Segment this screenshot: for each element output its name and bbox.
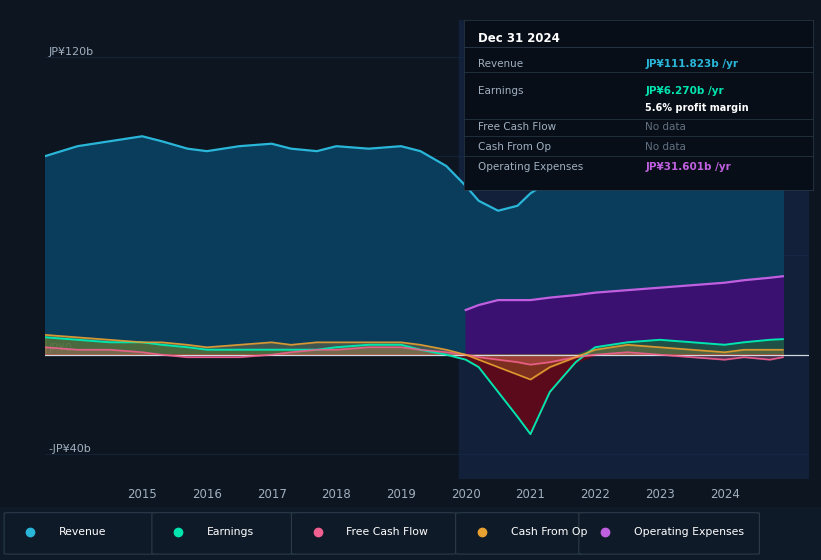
Text: Cash From Op: Cash From Op <box>478 142 551 152</box>
Text: Revenue: Revenue <box>59 528 107 538</box>
Text: JP¥0: JP¥0 <box>48 343 72 353</box>
FancyBboxPatch shape <box>579 512 759 554</box>
Text: 5.6% profit margin: 5.6% profit margin <box>645 104 749 114</box>
Text: Operating Expenses: Operating Expenses <box>478 162 583 172</box>
Text: Dec 31 2024: Dec 31 2024 <box>478 31 560 45</box>
Text: No data: No data <box>645 142 686 152</box>
Text: JP¥6.270b /yr: JP¥6.270b /yr <box>645 86 724 96</box>
Text: JP¥120b: JP¥120b <box>48 47 94 57</box>
Bar <box>459 20 809 479</box>
Text: Earnings: Earnings <box>207 528 254 538</box>
FancyBboxPatch shape <box>456 512 583 554</box>
FancyBboxPatch shape <box>4 512 156 554</box>
Text: Cash From Op: Cash From Op <box>511 528 587 538</box>
Text: Operating Expenses: Operating Expenses <box>634 528 744 538</box>
Text: No data: No data <box>645 122 686 132</box>
Text: Free Cash Flow: Free Cash Flow <box>478 122 556 132</box>
Text: Free Cash Flow: Free Cash Flow <box>346 528 429 538</box>
FancyBboxPatch shape <box>291 512 456 554</box>
Text: -JP¥40b: -JP¥40b <box>48 444 91 454</box>
Text: JP¥31.601b /yr: JP¥31.601b /yr <box>645 162 731 172</box>
FancyBboxPatch shape <box>152 512 296 554</box>
Text: Revenue: Revenue <box>478 59 523 68</box>
Text: Earnings: Earnings <box>478 86 523 96</box>
Text: JP¥111.823b /yr: JP¥111.823b /yr <box>645 59 738 68</box>
